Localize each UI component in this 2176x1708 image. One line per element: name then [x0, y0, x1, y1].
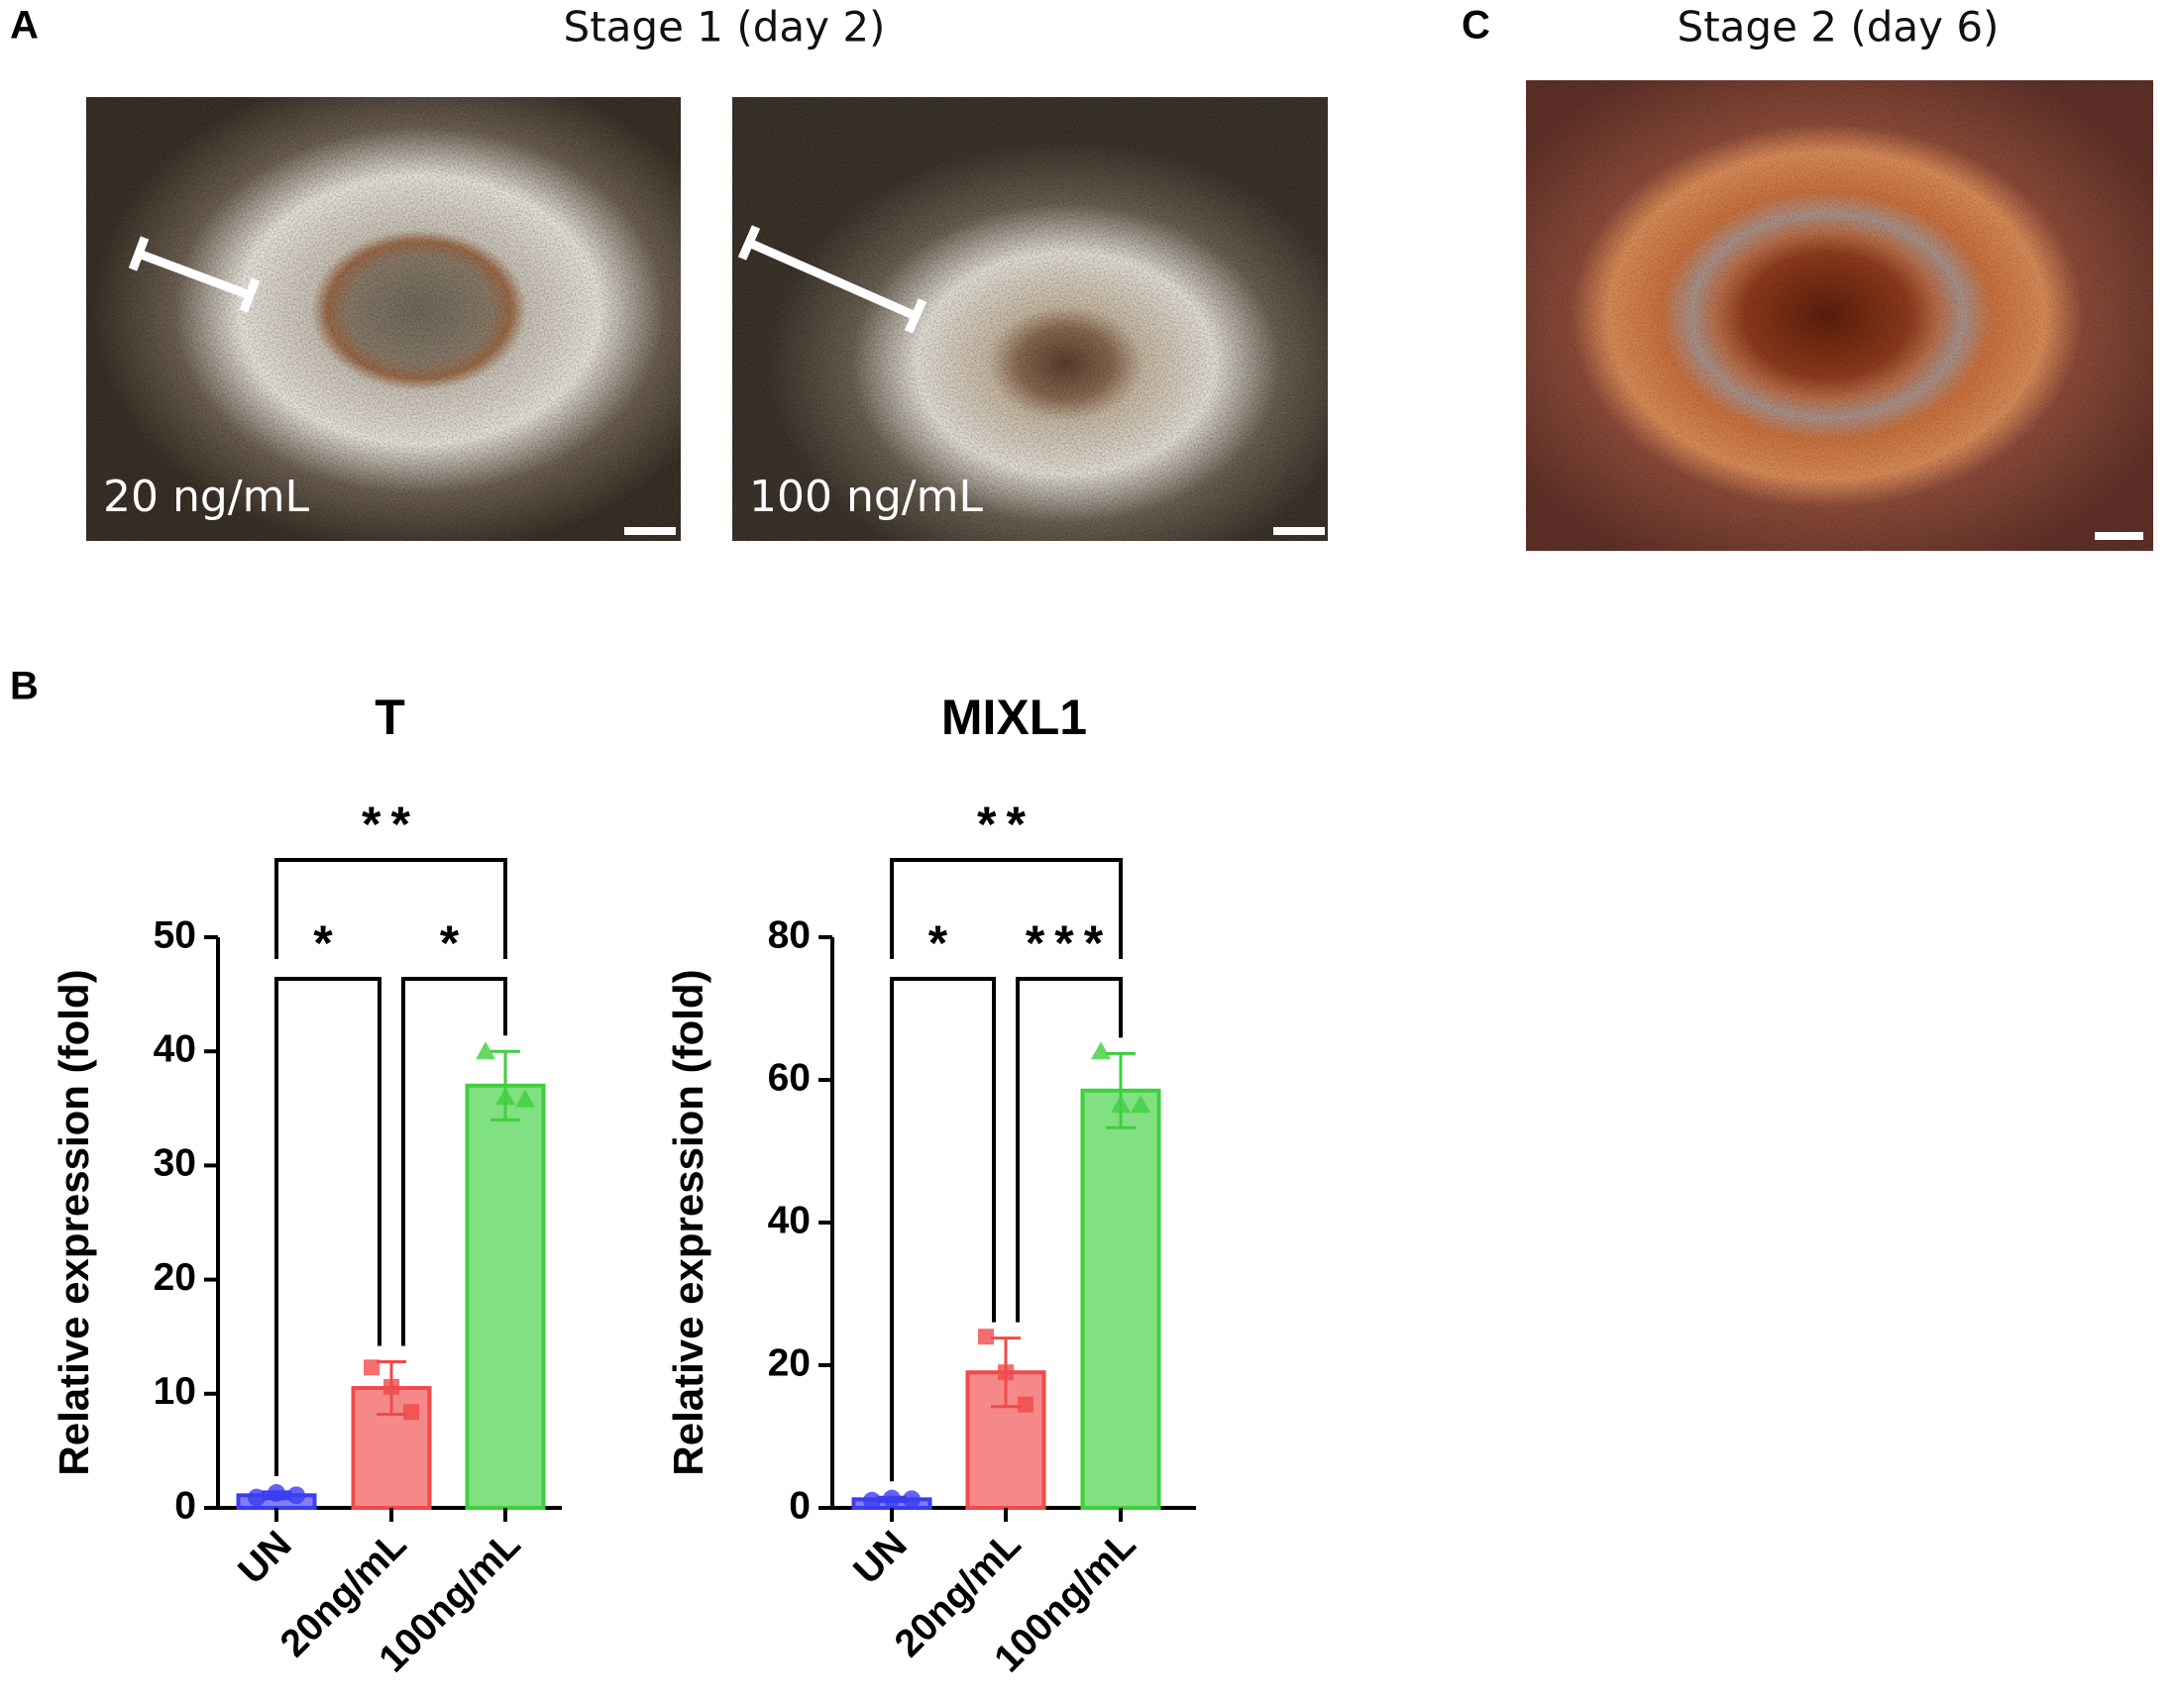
- data-point: [863, 1491, 881, 1510]
- image-label: 100 ng/mL: [749, 472, 983, 522]
- panel-title: Stage 1 (day 2): [564, 3, 886, 52]
- data-point: [978, 1329, 994, 1345]
- significance-bracket: [401, 977, 507, 1346]
- micrograph: 20 ng/mL: [86, 97, 681, 541]
- significance-label: **: [362, 797, 420, 852]
- data-point: [364, 1359, 380, 1376]
- significance-bracket: [274, 858, 507, 959]
- chart-title: MIXL1: [941, 690, 1087, 745]
- data-point: [248, 1488, 266, 1507]
- significance-label: ***: [1026, 915, 1113, 971]
- data-point: [268, 1484, 285, 1503]
- bar: [465, 1083, 546, 1510]
- y-tick-label: 50: [154, 913, 196, 956]
- micrograph: 100 ng/mL: [732, 97, 1328, 541]
- y-tick-label: 20: [768, 1341, 811, 1384]
- data-point: [1018, 1396, 1034, 1413]
- data-point: [883, 1489, 901, 1508]
- data-point: [515, 1089, 535, 1108]
- y-axis-label: Relative expression (fold): [665, 969, 711, 1475]
- bar: [1080, 1088, 1161, 1511]
- significance-label: *: [440, 915, 469, 971]
- y-axis-label: Relative expression (fold): [51, 969, 97, 1475]
- significance-label: **: [977, 797, 1035, 852]
- significance-label: *: [928, 915, 957, 971]
- panel-label: C: [1462, 4, 1490, 48]
- micrograph: [1526, 80, 2153, 551]
- panel-label: B: [10, 665, 39, 708]
- data-point: [383, 1378, 399, 1395]
- chart-title: T: [375, 690, 405, 745]
- y-tick-label: 0: [789, 1484, 811, 1527]
- image-label: 20 ng/mL: [103, 472, 309, 522]
- significance-label: *: [313, 915, 342, 971]
- y-tick-label: 40: [154, 1027, 196, 1070]
- y-tick-label: 40: [768, 1199, 811, 1241]
- data-point: [1111, 1095, 1131, 1114]
- y-tick-label: 10: [154, 1370, 196, 1413]
- significance-bracket: [274, 977, 381, 1476]
- data-point: [1131, 1095, 1150, 1114]
- data-point: [287, 1486, 305, 1505]
- significance-bracket: [890, 977, 996, 1482]
- data-point: [495, 1087, 515, 1106]
- data-point: [403, 1404, 419, 1421]
- panel-title: Stage 2 (day 6): [1678, 3, 2000, 52]
- error-bar: [1106, 1051, 1136, 1129]
- data-point: [998, 1364, 1014, 1381]
- error-bar: [490, 1049, 520, 1121]
- y-tick-label: 0: [174, 1484, 196, 1527]
- y-tick-label: 20: [154, 1256, 196, 1299]
- y-tick-label: 60: [768, 1056, 811, 1099]
- data-point: [1091, 1041, 1111, 1060]
- y-tick-label: 80: [768, 913, 811, 956]
- x-tick-label: UN: [845, 1523, 915, 1592]
- significance-bracket: [1016, 977, 1123, 1323]
- data-point: [903, 1490, 921, 1509]
- significance-bracket: [890, 858, 1123, 959]
- y-tick-label: 30: [154, 1142, 196, 1185]
- x-tick-label: UN: [230, 1523, 299, 1592]
- panel-label: A: [10, 4, 39, 48]
- data-point: [476, 1041, 495, 1060]
